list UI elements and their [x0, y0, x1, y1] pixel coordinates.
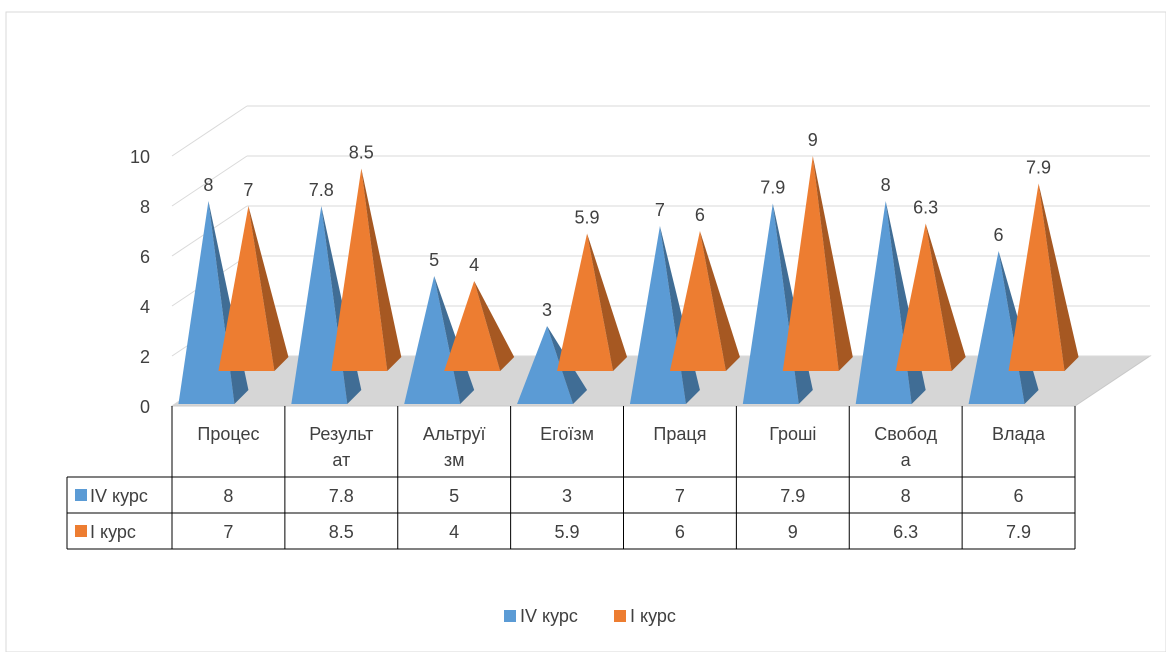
table-category-label: Влада: [992, 424, 1046, 444]
data-label: 6: [994, 225, 1004, 245]
data-label: 6: [695, 205, 705, 225]
pyramid-iv-front: [178, 201, 235, 404]
pyramid-iv-front: [517, 326, 574, 404]
table-value: 7: [675, 486, 685, 506]
pyramid-i-front: [218, 206, 275, 371]
pyramid-i-side: [925, 223, 966, 371]
pyramid-i-front: [1008, 183, 1065, 371]
table-value: 5.9: [555, 522, 580, 542]
gridline-side: [171, 105, 248, 157]
table-value: 7.9: [1006, 522, 1031, 542]
legend-swatch-iv: [504, 610, 516, 622]
y-tick-label: 8: [140, 197, 150, 217]
data-label: 8: [203, 175, 213, 195]
table-category-label: Альтруї: [423, 424, 486, 444]
pyramid-iv-front: [742, 203, 799, 404]
legend-label: IV курс: [520, 606, 578, 626]
y-tick-label: 6: [140, 247, 150, 267]
pyramid-i-front: [331, 168, 388, 371]
pyramid-i-front: [557, 233, 614, 371]
pyramid-i-side: [699, 231, 740, 371]
table-series-label: I курс: [90, 522, 136, 542]
table-value: 5: [449, 486, 459, 506]
legend-swatch-i: [614, 610, 626, 622]
pyramid-i-side: [361, 168, 402, 371]
legend-key-iv: [75, 489, 87, 501]
data-label: 3: [542, 300, 552, 320]
pyramid-i-side: [1038, 183, 1079, 371]
y-tick-label: 2: [140, 347, 150, 367]
pyramid-i-side: [248, 206, 289, 371]
pyramid-i-front: [782, 156, 839, 371]
data-label: 8: [881, 175, 891, 195]
data-label: 5: [429, 250, 439, 270]
pyramid-i-side: [812, 156, 853, 371]
pyramid-i-front: [444, 281, 501, 371]
table-value: 3: [562, 486, 572, 506]
legend-key-i: [75, 525, 87, 537]
table-value: 6: [675, 522, 685, 542]
pyramid-i-front: [895, 223, 952, 371]
pyramid-iv-front: [291, 206, 348, 404]
pyramid-i-side: [587, 233, 628, 371]
table-category-label: Результ: [309, 424, 373, 444]
table-category-label: Гроші: [769, 424, 816, 444]
table-value: 6: [1014, 486, 1024, 506]
data-label: 5.9: [575, 208, 600, 228]
table-value: 6.3: [893, 522, 918, 542]
table-category-label: Свобод: [874, 424, 937, 444]
table-value: 7.8: [329, 486, 354, 506]
table-series-label: IV курс: [90, 486, 148, 506]
table-value: 7.9: [780, 486, 805, 506]
table-value: 9: [788, 522, 798, 542]
legend-label: I курс: [630, 606, 676, 626]
pyramid-iv-front: [629, 226, 686, 404]
data-label: 7.8: [309, 180, 334, 200]
table-value: 4: [449, 522, 459, 542]
pyramid-i-front: [669, 231, 726, 371]
table-value: 7: [223, 522, 233, 542]
table-category-label: зм: [444, 450, 465, 470]
pyramid-iv-front: [855, 201, 912, 404]
data-label: 7: [655, 200, 665, 220]
y-tick-label: 10: [130, 147, 150, 167]
table-category-label: а: [901, 450, 912, 470]
table-value: 8: [223, 486, 233, 506]
table-category-label: ат: [332, 450, 350, 470]
table-value: 8: [901, 486, 911, 506]
data-label: 6.3: [913, 198, 938, 218]
data-label: 8.5: [349, 143, 374, 163]
pyramid-iv-front: [404, 276, 461, 404]
y-tick-label: 0: [140, 397, 150, 417]
gridline-side: [171, 155, 248, 207]
data-label: 7: [243, 180, 253, 200]
table-category-label: Егоїзм: [540, 424, 594, 444]
y-tick-label: 4: [140, 297, 150, 317]
table-category-label: Процес: [197, 424, 259, 444]
pyramid-iv-side: [434, 276, 475, 404]
table-category-label: Праця: [653, 424, 706, 444]
data-label: 7.9: [1026, 158, 1051, 178]
data-label: 4: [469, 255, 479, 275]
pyramid-i-side: [474, 281, 515, 371]
data-label: 7.9: [760, 178, 785, 198]
table-value: 8.5: [329, 522, 354, 542]
data-label: 9: [808, 130, 818, 150]
